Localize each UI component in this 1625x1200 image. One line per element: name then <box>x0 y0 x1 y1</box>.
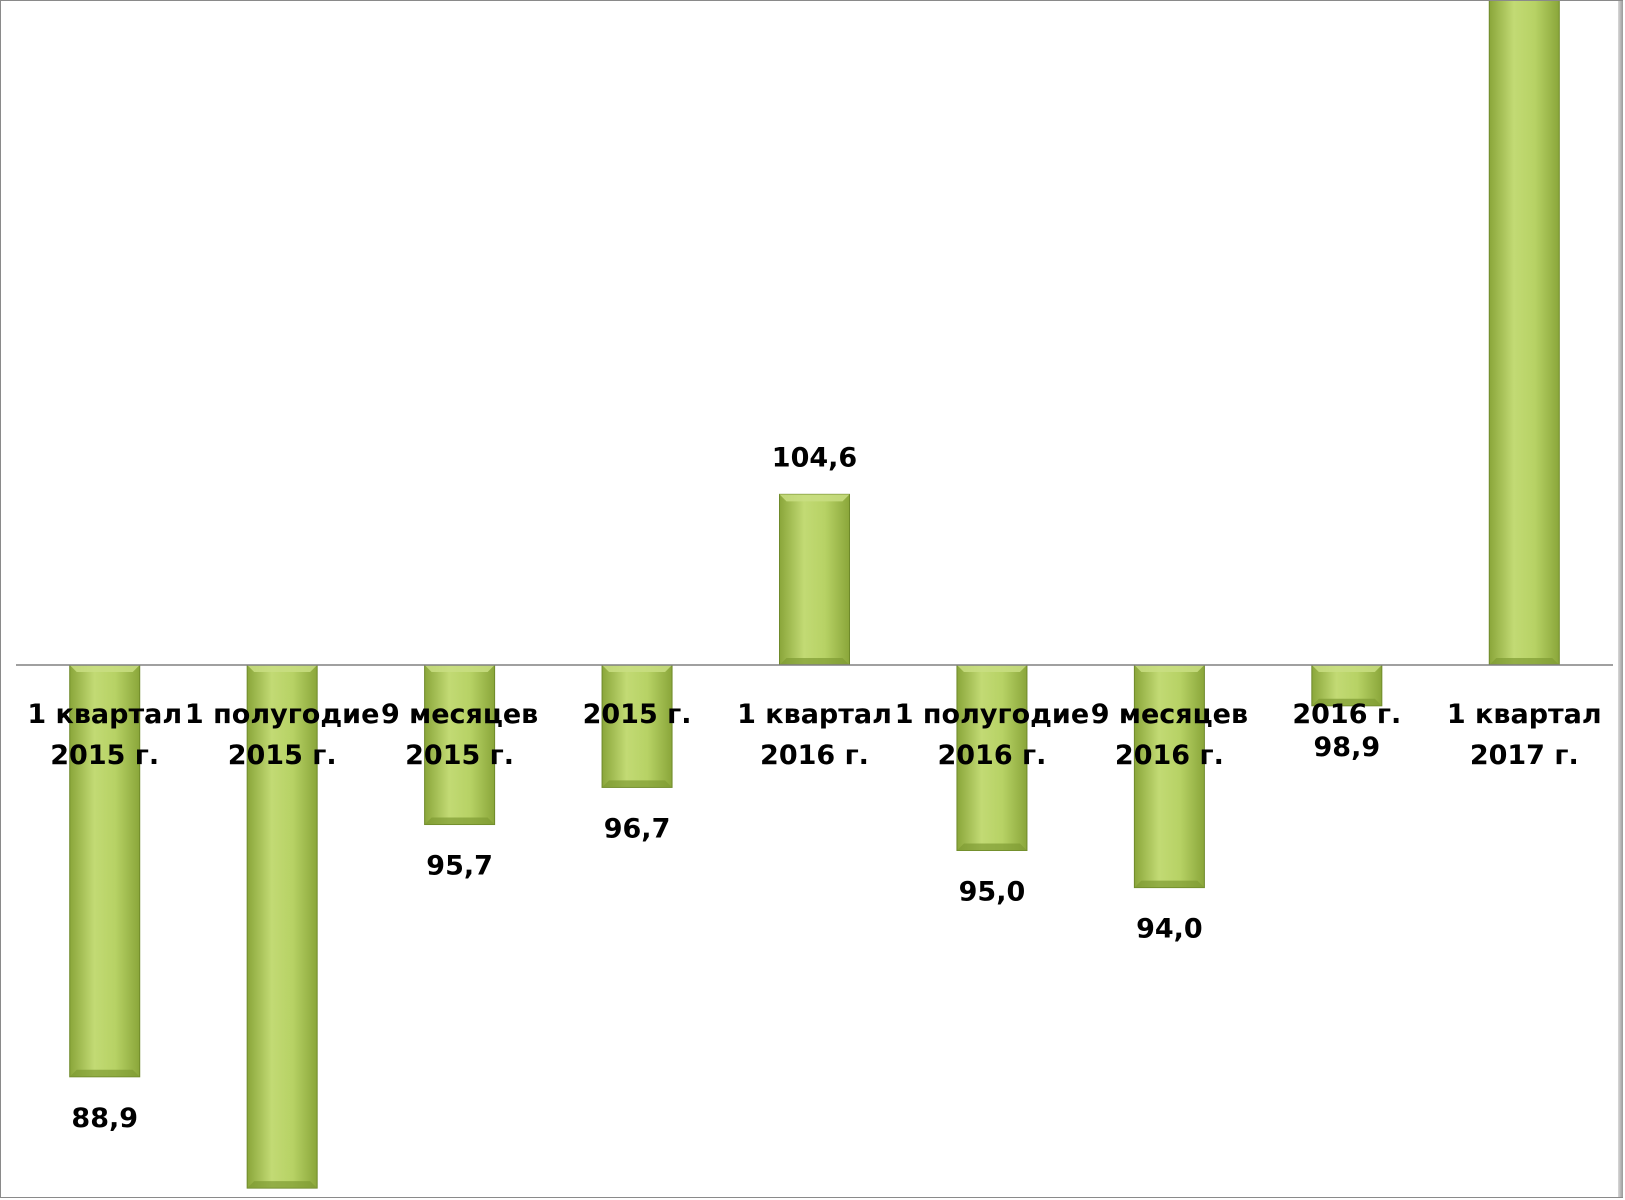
bar-bevel-top <box>1311 665 1382 672</box>
bar-bevel-top <box>247 665 318 672</box>
bar-bevel-bottom <box>602 780 673 788</box>
bar-bevel-top <box>779 494 850 502</box>
value-label-7: 94,0 <box>1136 914 1203 945</box>
bar-bevel-bottom <box>424 817 495 825</box>
bar-4 <box>601 664 673 788</box>
value-label-1: 88,9 <box>71 1103 138 1134</box>
value-label-4: 96,7 <box>604 813 671 844</box>
category-label-9: 1 квартал 2017 г. <box>1447 699 1602 771</box>
bar-bevel-top <box>1134 665 1205 672</box>
bar-8 <box>1311 664 1383 707</box>
bar-body <box>246 664 318 1189</box>
value-label-6: 95,0 <box>959 877 1026 908</box>
bar-body <box>1488 1 1560 666</box>
bar-3 <box>424 664 496 826</box>
bar-body <box>601 664 673 788</box>
bar-1 <box>69 664 141 1078</box>
bar-bevel-bottom <box>1311 698 1382 706</box>
category-label-8: 2016 г. <box>1292 699 1401 730</box>
bars-layer <box>69 1 1560 1189</box>
bar-9 <box>1488 1 1560 666</box>
value-label-5: 104,6 <box>772 442 857 473</box>
bar-bevel-bottom <box>779 658 850 665</box>
bar-6 <box>956 664 1028 851</box>
bar-body <box>424 664 496 826</box>
value-label-8: 98,9 <box>1314 732 1381 763</box>
category-label-4: 2015 г. <box>583 699 692 730</box>
bar-bevel-bottom <box>247 1181 318 1189</box>
bar-bevel-bottom <box>69 1069 140 1077</box>
bar-bevel-top <box>424 665 495 672</box>
bar-body <box>1133 664 1205 889</box>
bar-5 <box>779 493 850 666</box>
bar-body <box>956 664 1028 851</box>
category-label-7: 9 месяцев 2016 г. <box>1091 699 1248 771</box>
bar-bevel-bottom <box>1134 880 1205 888</box>
bar-bevel-top <box>956 665 1027 672</box>
category-label-5: 1 квартал 2016 г. <box>737 699 892 771</box>
value-label-3: 95,7 <box>426 851 493 882</box>
category-label-1: 1 квартал 2015 г. <box>27 699 182 771</box>
category-label-6: 1 полугодие 2016 г. <box>895 699 1089 771</box>
bar-body <box>69 664 141 1078</box>
bar-bevel-bottom <box>956 843 1027 851</box>
bar-bevel-bottom <box>1489 658 1560 665</box>
bar-bevel-top <box>602 665 673 672</box>
category-label-3: 9 месяцев 2015 г. <box>381 699 538 771</box>
bar-bevel-top <box>69 665 140 672</box>
bar-7 <box>1133 664 1205 889</box>
category-label-2: 1 полугодие 2015 г. <box>185 699 379 771</box>
bar-body <box>779 493 850 666</box>
bar-2 <box>246 664 318 1189</box>
